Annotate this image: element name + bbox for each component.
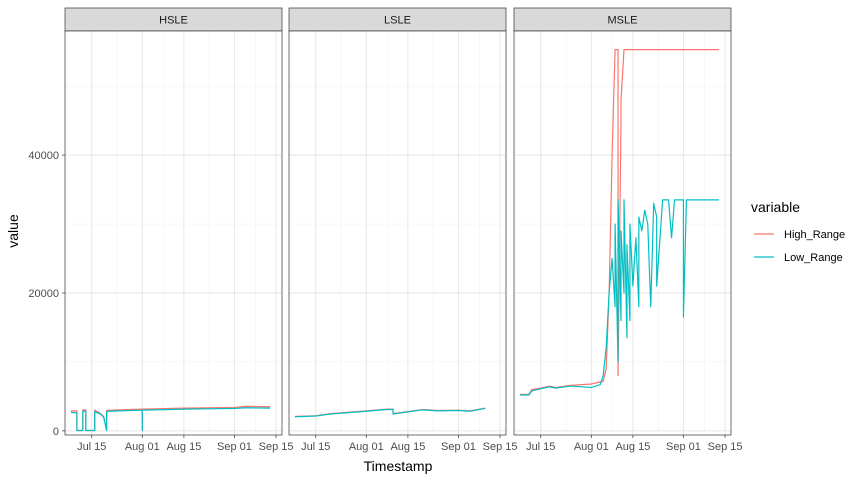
series-line-low-range — [294, 407, 486, 418]
facet-panel-msle: MSLE — [513, 7, 732, 436]
panel-background — [65, 31, 282, 435]
panel-background — [514, 31, 731, 435]
series-lines — [519, 49, 720, 396]
gridlines — [65, 31, 282, 435]
x-tick-label: Aug 15 — [615, 441, 650, 453]
facet-panels: HSLE LSLE MSLE — [64, 7, 732, 436]
series-line-low-range — [519, 199, 720, 396]
panel-border — [288, 30, 507, 436]
x-axis: Jul 15 Aug 01 Aug 15 Sep 01 Sep 15 Jul 15 Aug … — [77, 435, 742, 453]
facet-strip-label: MSLE — [608, 15, 638, 27]
x-tick-label: Sep 01 — [441, 441, 476, 453]
x-tick-label: Sep 15 — [483, 441, 518, 453]
panel-border — [64, 30, 283, 436]
x-tick-label: Aug 15 — [166, 441, 201, 453]
x-tick-label: Sep 15 — [259, 441, 294, 453]
y-axis-title: value — [5, 214, 21, 248]
panel-background — [289, 31, 506, 435]
x-tick-label: Jul 15 — [526, 441, 555, 453]
gridlines — [289, 31, 506, 435]
facet-strip-label: LSLE — [384, 15, 411, 27]
legend: variable High_Range Low_Range — [751, 199, 845, 264]
series-line-low-range — [70, 407, 271, 432]
x-tick-label: Jul 15 — [301, 441, 330, 453]
gridlines — [514, 31, 731, 435]
x-tick-label: Aug 15 — [390, 441, 425, 453]
series-line-high-range — [519, 49, 720, 395]
x-tick-label: Aug 01 — [574, 441, 609, 453]
legend-label: Low_Range — [784, 252, 843, 264]
legend-label: High_Range — [784, 229, 845, 241]
series-lines — [70, 405, 271, 432]
x-tick-label: Jul 15 — [77, 441, 106, 453]
y-tick-label: 0 — [53, 426, 59, 438]
x-tick-label: Aug 01 — [349, 441, 384, 453]
y-tick-label: 20000 — [28, 288, 59, 300]
panel-border — [513, 30, 732, 436]
facet-panel-hsle: HSLE — [64, 7, 283, 436]
facet-panel-lsle: LSLE — [288, 7, 507, 436]
x-tick-label: Sep 01 — [217, 441, 252, 453]
legend-entry-low-range: Low_Range — [754, 252, 843, 264]
x-axis-title: Timestamp — [364, 458, 433, 474]
x-tick-label: Sep 01 — [666, 441, 701, 453]
y-tick-label: 40000 — [28, 150, 59, 162]
legend-title: variable — [751, 199, 800, 215]
legend-entry-high-range: High_Range — [754, 229, 845, 241]
x-tick-label: Sep 15 — [708, 441, 743, 453]
series-lines — [294, 407, 486, 418]
x-tick-label: Aug 01 — [125, 441, 160, 453]
y-axis: 0 20000 40000 — [28, 150, 65, 438]
facet-strip-label: HSLE — [159, 15, 188, 27]
